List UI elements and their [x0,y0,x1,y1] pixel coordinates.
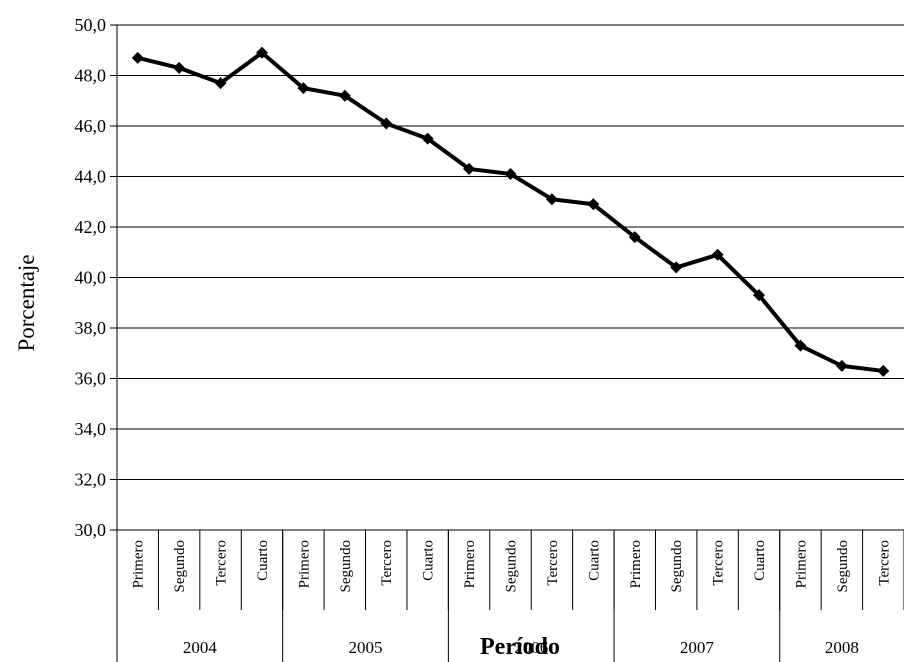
quarter-label: Segundo [504,540,520,593]
data-point-marker [877,364,890,377]
y-tick-label: 50,0 [75,15,107,35]
quarter-label: Segundo [669,540,685,593]
y-axis-tick-labels: 30,0 32,0 34,0 36,0 38,0 40,0 42,0 44,0 46,0 48,0… [75,15,107,540]
year-label: 2007 [680,638,715,657]
data-point-marker [297,82,310,95]
y-axis-title: Porcentaje [14,254,39,351]
year-label: 2005 [349,638,383,657]
quarter-label: Primero [793,540,809,588]
data-point-marker [628,231,641,244]
year-label: 2004 [183,638,218,657]
data-point-marker [338,89,351,102]
quarter-label: Cuarto [752,540,768,581]
quarter-label: Cuarto [255,540,271,581]
quarter-label: Tercero [214,540,230,586]
y-tick-label: 30,0 [75,520,107,540]
quarter-label: Segundo [835,540,851,593]
quarter-label: Tercero [545,540,561,586]
quarter-label: Segundo [172,540,188,593]
data-point-marker [214,77,227,90]
quarter-label: Cuarto [586,540,602,581]
quarter-label: Primero [296,540,312,588]
y-tick-label: 48,0 [75,66,107,86]
data-point-marker [380,117,393,130]
data-point-marker [421,132,434,145]
data-point-marker [545,193,558,206]
y-tick-label: 40,0 [75,268,107,288]
data-point-marker [753,289,766,302]
data-point-marker [255,46,268,59]
data-point-marker [670,261,683,274]
quarter-label: Primero [628,540,644,588]
y-tick-label: 42,0 [75,217,107,237]
series-line [131,46,890,377]
y-tick-label: 32,0 [75,470,107,490]
quarter-label: Tercero [876,540,892,586]
quarter-label: Segundo [338,540,354,593]
gridlines [117,24,904,531]
data-point-marker [711,248,724,261]
quarter-label: Primero [131,540,147,588]
y-tick-label: 46,0 [75,116,107,136]
y-tick-label: 36,0 [75,369,107,389]
data-point-marker [173,61,186,74]
y-tick-label: 34,0 [75,419,107,439]
y-tick-label: 38,0 [75,318,107,338]
x-axis-title: Período [480,634,560,660]
data-point-marker [587,198,600,211]
year-label: 2008 [825,638,859,657]
y-tick-label: 44,0 [75,167,107,187]
data-point-marker [131,51,144,64]
data-point-marker [835,359,848,372]
quarter-label: Cuarto [421,540,437,581]
data-point-marker [794,339,807,352]
series-line-path [137,50,884,373]
data-point-marker [504,167,517,180]
data-point-marker [463,162,476,175]
year-label: 2006 [514,638,548,657]
quarter-label: Tercero [711,540,727,586]
quarter-label: Tercero [379,540,395,586]
quarter-label: Primero [462,540,478,588]
x-axis-category-labels: Primero Segundo Tercero Cuarto Primero Segund… [131,540,893,657]
axes [110,24,904,662]
